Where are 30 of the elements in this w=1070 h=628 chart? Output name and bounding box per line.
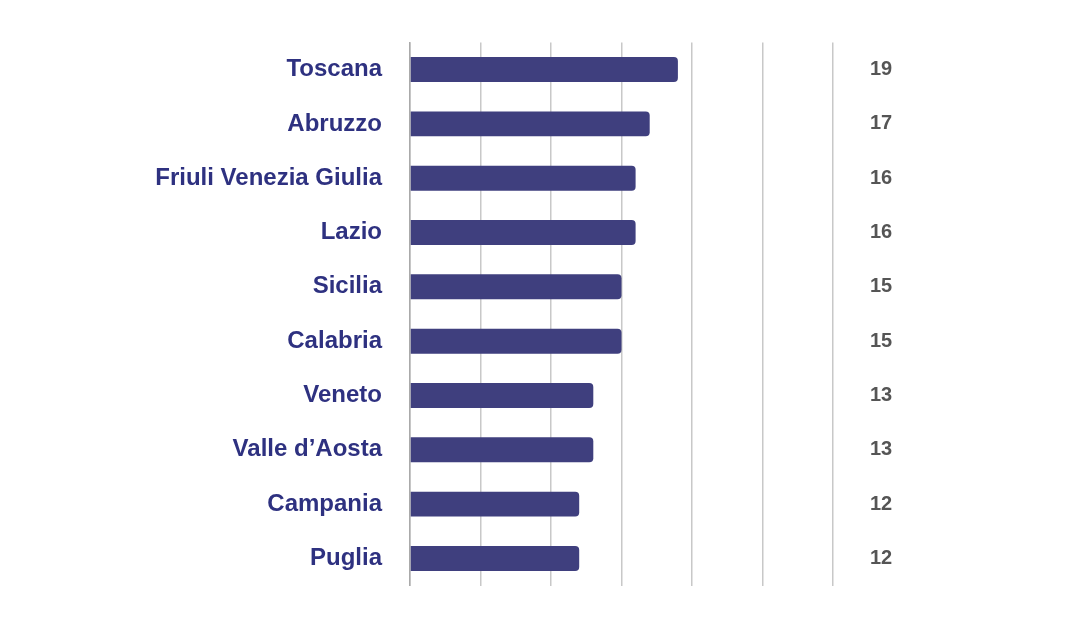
data-label: 13 [869,437,893,460]
bar [410,328,622,354]
bar [410,437,594,463]
y-tick-label: Lazio [320,217,382,245]
y-tick-label: Calabria [287,325,383,353]
y-tick-label: Sicilia [312,271,383,299]
y-tick-label: Toscana [286,54,383,82]
data-label: 15 [869,274,893,297]
y-tick-label: Friuli Venezia Giulia [155,162,383,190]
bar [410,165,636,191]
bar [410,57,678,83]
bar [410,491,580,517]
y-tick-label: Campania [267,488,383,516]
data-label: 17 [869,111,893,134]
bar [410,382,594,408]
y-tick-label: Veneto [303,380,382,408]
data-label: 13 [869,383,893,405]
data-label: 15 [869,328,893,351]
y-tick-label: Abruzzo [287,108,382,136]
data-label: 19 [869,57,893,80]
bar [410,220,636,246]
data-label: 12 [869,545,893,568]
data-label: 12 [869,491,893,514]
bar [410,111,650,137]
bar [410,545,580,571]
bar [410,274,622,300]
y-tick-label: Valle d’Aosta [232,434,383,462]
data-label: 16 [869,165,893,188]
data-label: 16 [869,220,893,243]
y-tick-label: Puglia [309,543,383,571]
